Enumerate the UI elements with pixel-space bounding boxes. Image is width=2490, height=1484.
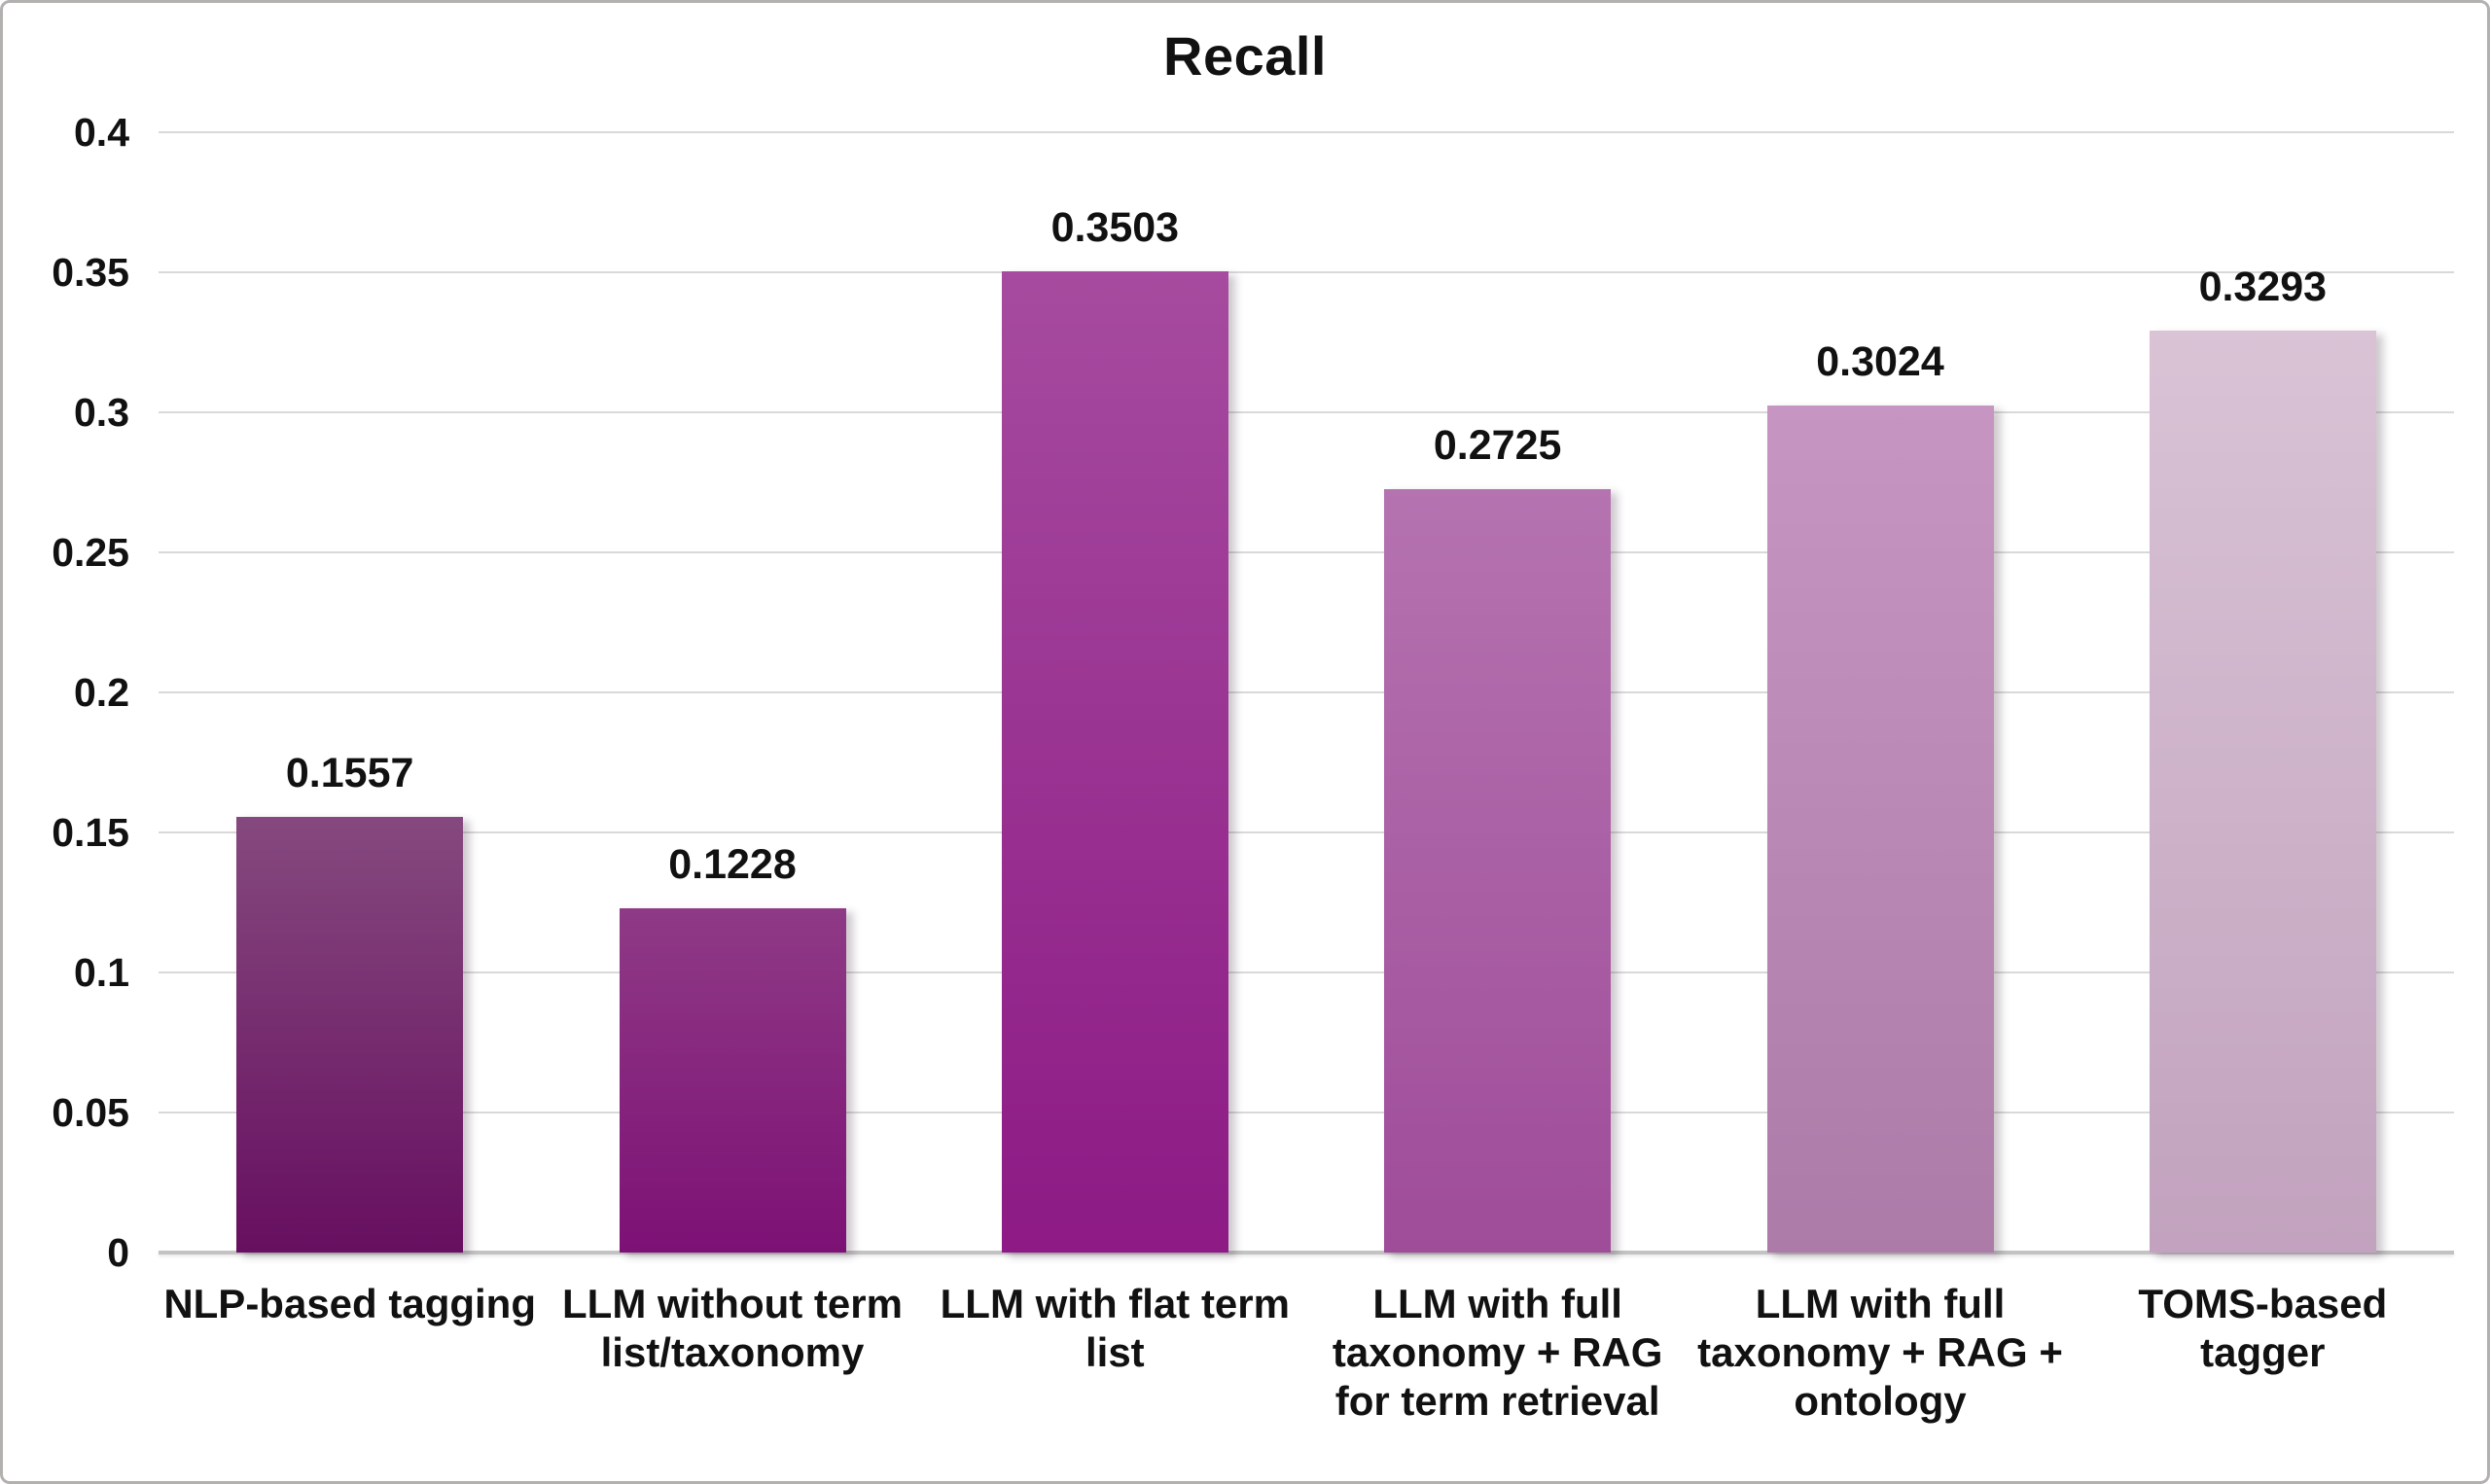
bar-value-label: 0.3024 (1816, 338, 1944, 386)
bar (619, 908, 846, 1253)
x-category-label: LLM with full taxonomy + RAG + ontology (1697, 1281, 2063, 1424)
x-axis-line (159, 1251, 2454, 1254)
gridline (159, 131, 2454, 133)
y-tick-label: 0.3 (74, 390, 129, 435)
y-tick-label: 0.05 (52, 1090, 129, 1135)
gridline (159, 271, 2454, 273)
bar-value-label: 0.3293 (2198, 263, 2328, 310)
gridline (159, 551, 2454, 553)
y-tick-label: 0.15 (52, 810, 129, 855)
bar (1001, 271, 1228, 1253)
x-category-label: LLM with flat term list (940, 1281, 1290, 1375)
bar-value-label: 0.1557 (285, 749, 414, 796)
y-tick-label: 0.4 (74, 110, 129, 155)
plot-area: 0 0.05 0.1 0.15 0.2 0.25 0.3 0.35 0.4 0.1557 NLP-b… (3, 3, 2487, 1481)
chart-title: Recall (1163, 25, 1327, 87)
y-tick-label: 0 (107, 1230, 129, 1275)
gridline (159, 411, 2454, 413)
bar (236, 816, 464, 1253)
gridline (159, 691, 2454, 693)
bar (2149, 330, 2376, 1253)
bar-value-label: 0.1228 (668, 841, 797, 889)
y-tick-label: 0.2 (74, 670, 129, 715)
x-category-label: LLM with full taxonomy + RAG for term re… (1332, 1281, 1663, 1424)
bar (1766, 406, 1994, 1253)
y-tick-label: 0.25 (52, 530, 129, 575)
x-category-label: LLM without term list/taxonomy (562, 1281, 903, 1375)
y-tick-label: 0.1 (74, 950, 129, 995)
bar-value-label: 0.3503 (1050, 204, 1180, 252)
x-category-label: TOMS-based tagger (2138, 1281, 2388, 1375)
x-category-label: NLP-based tagging (163, 1281, 536, 1326)
y-tick-label: 0.35 (52, 250, 129, 295)
gridline (159, 972, 2454, 973)
bar (1384, 489, 1612, 1253)
gridline (159, 831, 2454, 833)
gridline (159, 1112, 2454, 1113)
bar-value-label: 0.2725 (1433, 422, 1562, 470)
